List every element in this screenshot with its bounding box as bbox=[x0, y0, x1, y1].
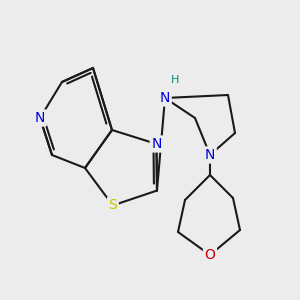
Text: S: S bbox=[108, 198, 117, 212]
Text: O: O bbox=[205, 248, 215, 262]
Text: N: N bbox=[151, 137, 162, 151]
Text: N: N bbox=[35, 111, 45, 125]
Text: H: H bbox=[171, 75, 179, 85]
Text: N: N bbox=[160, 91, 170, 105]
Text: N: N bbox=[205, 148, 215, 162]
